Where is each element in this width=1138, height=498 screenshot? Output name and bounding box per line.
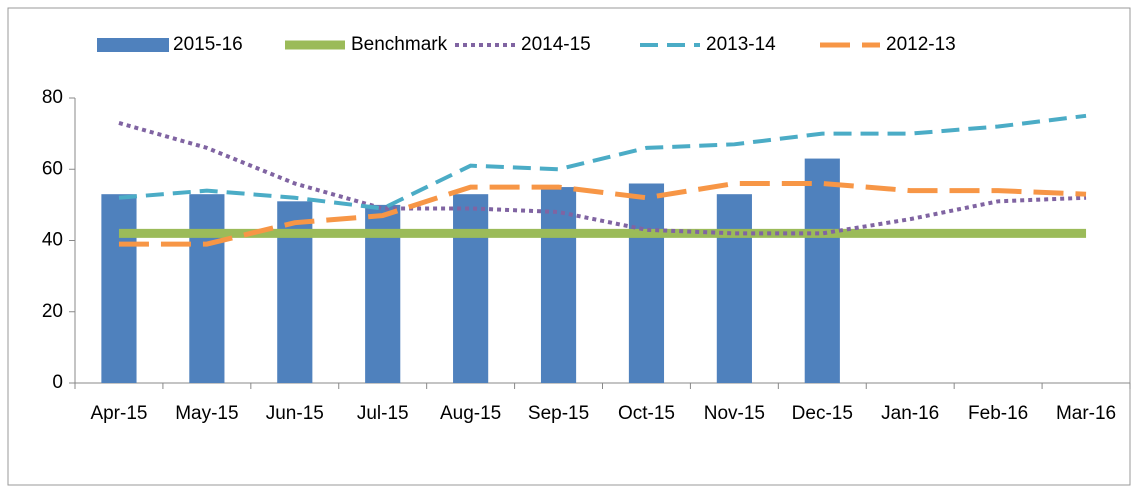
y-tick-label: 20 (42, 301, 63, 322)
x-tick-label: Nov-15 (704, 403, 765, 424)
legend-swatch (97, 38, 169, 52)
x-tick-label: Jul-15 (357, 403, 409, 424)
bar (540, 187, 577, 383)
bar (628, 183, 665, 383)
x-tick-label: Aug-15 (440, 403, 501, 424)
legend-label: 2012-13 (886, 34, 956, 55)
x-tick-label: Sep-15 (528, 403, 589, 424)
x-tick-label: Feb-16 (968, 403, 1028, 424)
bar (453, 194, 489, 383)
y-tick-label: 40 (42, 230, 63, 251)
x-tick-label: Apr-15 (90, 403, 147, 424)
x-tick-label: Jun-15 (266, 403, 324, 424)
y-tick-label: 0 (52, 372, 63, 393)
bar (189, 194, 225, 383)
bar (101, 194, 137, 383)
bar (716, 194, 752, 383)
x-tick-label: Oct-15 (618, 403, 675, 424)
bar (277, 201, 313, 383)
line (118, 113, 1087, 211)
y-tick-label: 80 (42, 87, 63, 108)
x-tick-label: Jan-16 (881, 403, 939, 424)
y-tick-label: 60 (42, 158, 63, 179)
legend-label: 2013-14 (706, 34, 776, 55)
x-tick-label: Mar-16 (1056, 403, 1116, 424)
legend-label: 2014-15 (521, 34, 591, 55)
x-tick-label: Dec-15 (792, 403, 853, 424)
legend-label: 2015-16 (173, 34, 243, 55)
x-tick-label: May-15 (175, 403, 238, 424)
legend-label: Benchmark (351, 34, 448, 55)
line (118, 181, 1087, 247)
bar (804, 158, 840, 383)
line (118, 121, 1087, 236)
